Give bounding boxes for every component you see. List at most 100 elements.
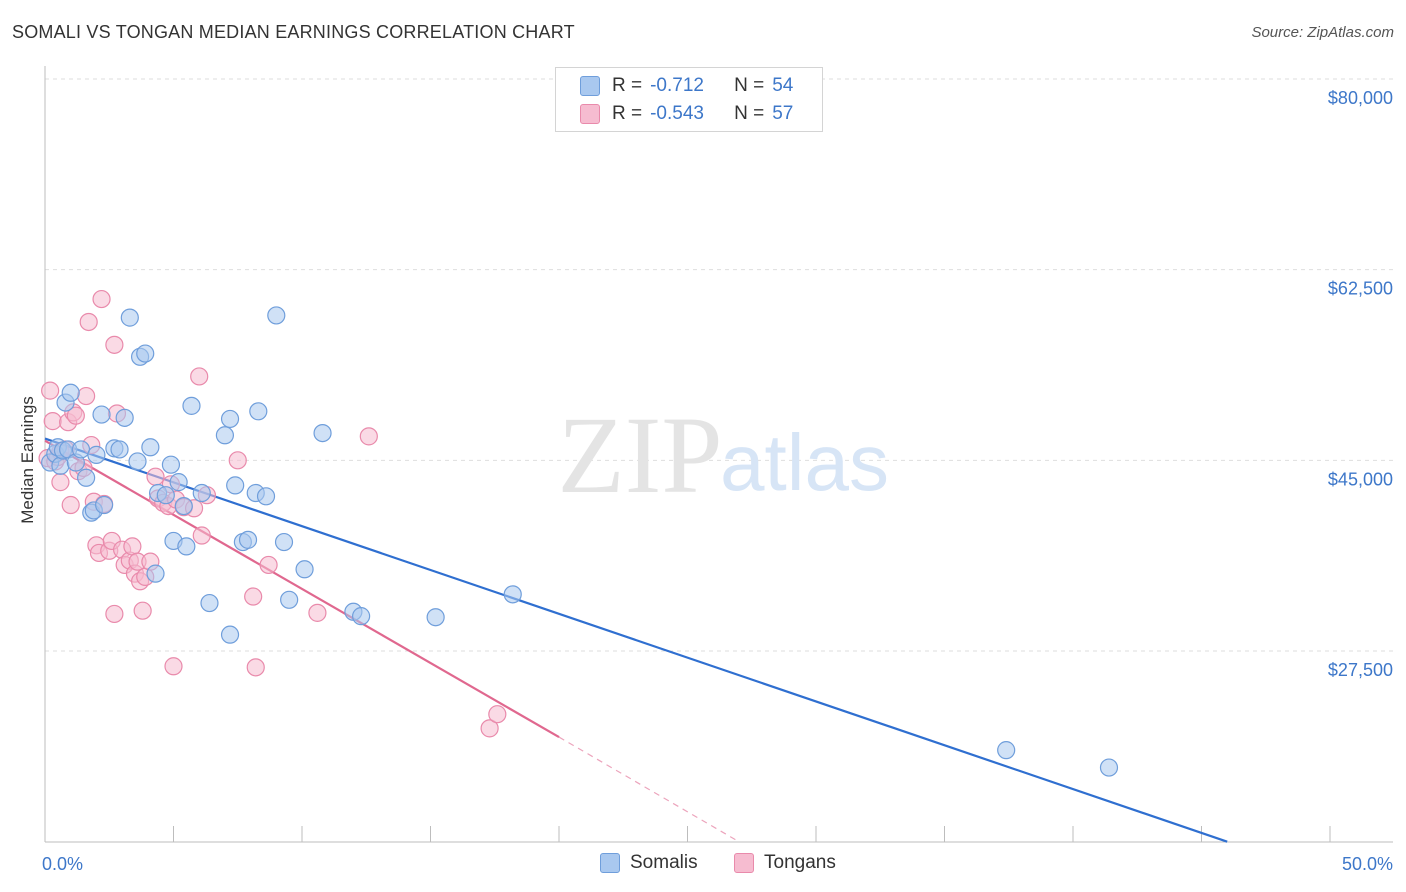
somali-point xyxy=(274,532,294,552)
somali-point xyxy=(256,487,276,506)
y-tick-label: $27,500 xyxy=(1328,660,1393,680)
tongan-point xyxy=(123,537,142,556)
somali-point xyxy=(92,405,111,424)
somali-point xyxy=(161,455,181,474)
tongan-point xyxy=(246,658,265,677)
tongan-trend-extension xyxy=(558,736,740,843)
tongan-point xyxy=(41,381,60,400)
tongan-point xyxy=(105,335,124,354)
tongan-trend-line xyxy=(44,439,560,739)
somali-point xyxy=(226,476,245,495)
tongan-point xyxy=(146,467,165,486)
tongan-point xyxy=(77,386,96,406)
x-tick-label: 50.0% xyxy=(1342,854,1393,874)
somali-point xyxy=(146,564,165,583)
y-tick-label: $80,000 xyxy=(1328,88,1393,108)
somali-point xyxy=(1099,758,1119,777)
somalis-label: Somalis xyxy=(630,852,698,873)
somali-point xyxy=(238,530,258,549)
legend-row-tongan: R = -0.543 N = 57 xyxy=(580,102,793,126)
tongan-point xyxy=(92,289,111,309)
legend-n-label: N = xyxy=(734,75,765,96)
somali-point xyxy=(77,468,96,487)
tongan-point xyxy=(43,412,62,431)
tongans-swatch xyxy=(734,853,754,873)
somali-trend-line xyxy=(44,437,1228,843)
somalis-swatch xyxy=(600,853,620,873)
tongan-point xyxy=(79,312,98,332)
tongan-point xyxy=(51,473,70,492)
somali-point xyxy=(115,408,134,427)
tongans-label: Tongans xyxy=(764,852,836,873)
somali-point xyxy=(169,473,188,492)
x-tick-label: 0.0% xyxy=(42,854,83,874)
legend-r-label: R = xyxy=(612,75,643,96)
data-points xyxy=(38,289,1119,777)
bottom-legend-tongans: Tongans xyxy=(734,852,836,874)
somali-point xyxy=(61,383,80,402)
somali-point xyxy=(426,608,445,627)
watermark: ZIP atlas xyxy=(558,394,889,516)
somali-point xyxy=(71,440,91,459)
somali-point xyxy=(192,483,211,503)
tongan-point xyxy=(359,427,378,446)
tongan-point xyxy=(308,603,327,622)
legend-r-value: -0.543 xyxy=(650,103,704,124)
somali-point xyxy=(95,495,114,515)
legend-n-value: 57 xyxy=(772,103,794,124)
legend-swatch-somali xyxy=(580,76,600,96)
legend-n-label: N = xyxy=(734,103,765,124)
somali-point xyxy=(313,423,332,443)
legend-r-label: R = xyxy=(612,103,643,124)
tongan-point xyxy=(259,555,278,575)
legend-swatch-tongan xyxy=(580,104,600,124)
somali-point xyxy=(295,560,314,579)
somali-point xyxy=(51,456,70,475)
chart-source: Source: ZipAtlas.com xyxy=(1251,24,1394,41)
somali-point xyxy=(174,496,193,516)
somali-point xyxy=(136,344,155,363)
tongan-point xyxy=(190,367,209,386)
legend-r-value: -0.712 xyxy=(650,75,704,96)
somali-point xyxy=(156,486,175,505)
watermark-atlas: atlas xyxy=(720,418,889,507)
somali-point xyxy=(220,625,240,644)
tongan-point xyxy=(244,587,263,606)
tongan-point xyxy=(66,406,85,425)
somali-point xyxy=(177,537,196,556)
somali-point xyxy=(249,402,268,421)
stats-legend: R = -0.712 N = 54 R = -0.543 N = 57 xyxy=(555,67,823,132)
tongan-point xyxy=(133,601,152,620)
somali-point xyxy=(215,426,234,445)
somali-point xyxy=(141,438,160,457)
legend-n-value: 54 xyxy=(772,75,794,96)
y-tick-label: $45,000 xyxy=(1328,469,1393,489)
watermark-zip: ZIP xyxy=(558,394,723,516)
legend-row-somali: R = -0.712 N = 54 xyxy=(580,74,793,98)
tongan-point xyxy=(488,705,507,724)
somali-point xyxy=(87,445,106,464)
somali-point xyxy=(352,607,371,626)
tongan-point xyxy=(61,495,80,515)
grid-lines xyxy=(45,78,1393,652)
tongan-point xyxy=(192,526,211,545)
somali-point xyxy=(200,593,219,613)
chart-title: SOMALI VS TONGAN MEDIAN EARNINGS CORRELA… xyxy=(12,22,575,42)
somali-point xyxy=(503,585,522,604)
somali-point xyxy=(997,741,1016,760)
tongan-point xyxy=(480,719,499,738)
somali-point xyxy=(110,440,129,459)
bottom-legend-somalis: Somalis xyxy=(600,852,698,874)
tick-labels: $27,500 $45,000 $62,500 $80,000 0.0% 50.0% xyxy=(42,88,1393,874)
trend-lines xyxy=(44,437,1228,843)
somali-point xyxy=(128,452,147,471)
tongan-point xyxy=(164,657,183,676)
somali-point xyxy=(220,409,240,429)
tongan-point xyxy=(228,451,247,470)
y-tick-label: $62,500 xyxy=(1328,279,1393,299)
somali-point xyxy=(120,308,139,327)
somali-point xyxy=(280,590,299,609)
tongan-point xyxy=(105,604,124,624)
somali-point xyxy=(267,306,286,325)
